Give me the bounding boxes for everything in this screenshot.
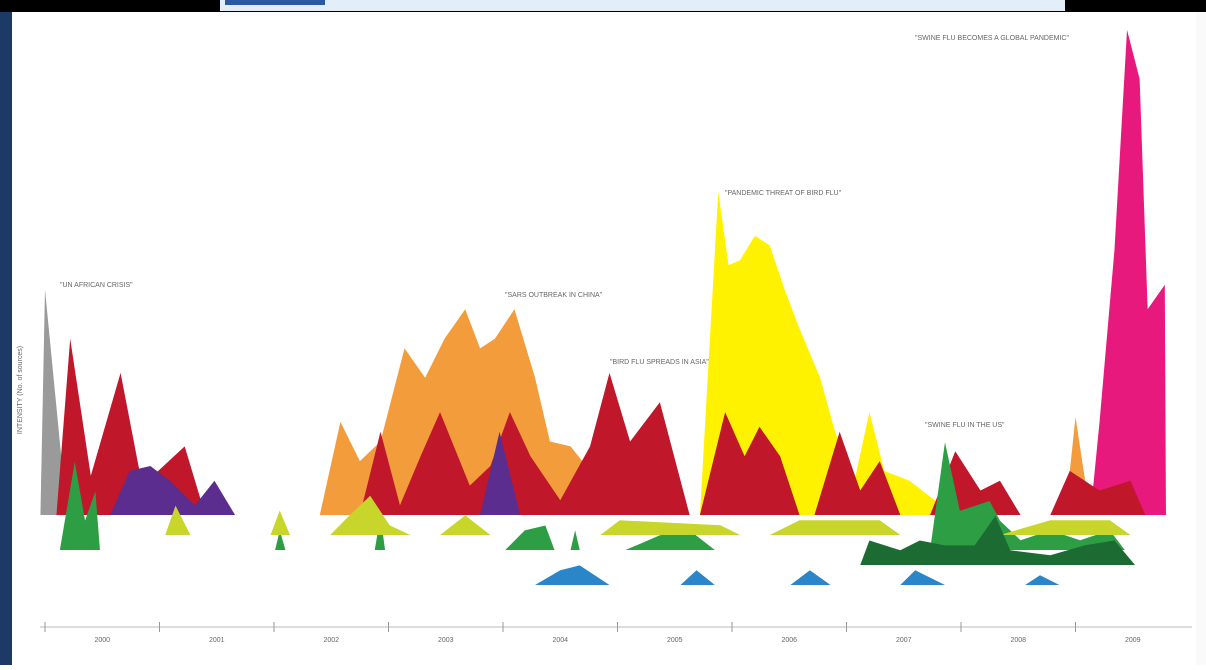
area	[535, 565, 1060, 585]
x-tick-label: 2009	[1125, 637, 1141, 644]
right-margin	[1196, 12, 1206, 665]
annotation: "UN AFRICAN CRISIS"	[60, 282, 133, 289]
area	[56, 338, 1146, 515]
y-axis-label: INTENSITY (No. of sources)	[17, 346, 24, 434]
x-tick-label: 2002	[323, 637, 339, 644]
x-tick-label: 2005	[667, 637, 683, 644]
x-tick-label: 2006	[781, 637, 797, 644]
area	[40, 289, 91, 515]
header-swatch	[225, 0, 325, 5]
x-tick-label: 2000	[94, 637, 110, 644]
annotation: "BIRD FLU SPREADS IN ASIA"	[610, 359, 709, 366]
area	[59, 442, 1125, 550]
area	[165, 495, 1131, 535]
x-tick-label: 2007	[896, 637, 912, 644]
header-strip	[220, 0, 1065, 11]
x-tick-label: 2008	[1010, 637, 1026, 644]
annotation: "SWINE FLU IN THE US"	[925, 422, 1005, 429]
annotation: "PANDEMIC THREAT OF BIRD FLU"	[725, 190, 842, 197]
area	[860, 516, 1136, 565]
x-tick-label: 2001	[209, 637, 225, 644]
x-tick-label: 2003	[438, 637, 454, 644]
area	[1090, 29, 1166, 516]
annotation: "SARS OUTBREAK IN CHINA"	[505, 292, 603, 299]
annotation: "SWINE FLU BECOMES A GLOBAL PANDEMIC"	[915, 35, 1069, 42]
area	[110, 431, 521, 515]
left-strip	[0, 12, 12, 665]
x-tick-label: 2004	[552, 637, 568, 644]
